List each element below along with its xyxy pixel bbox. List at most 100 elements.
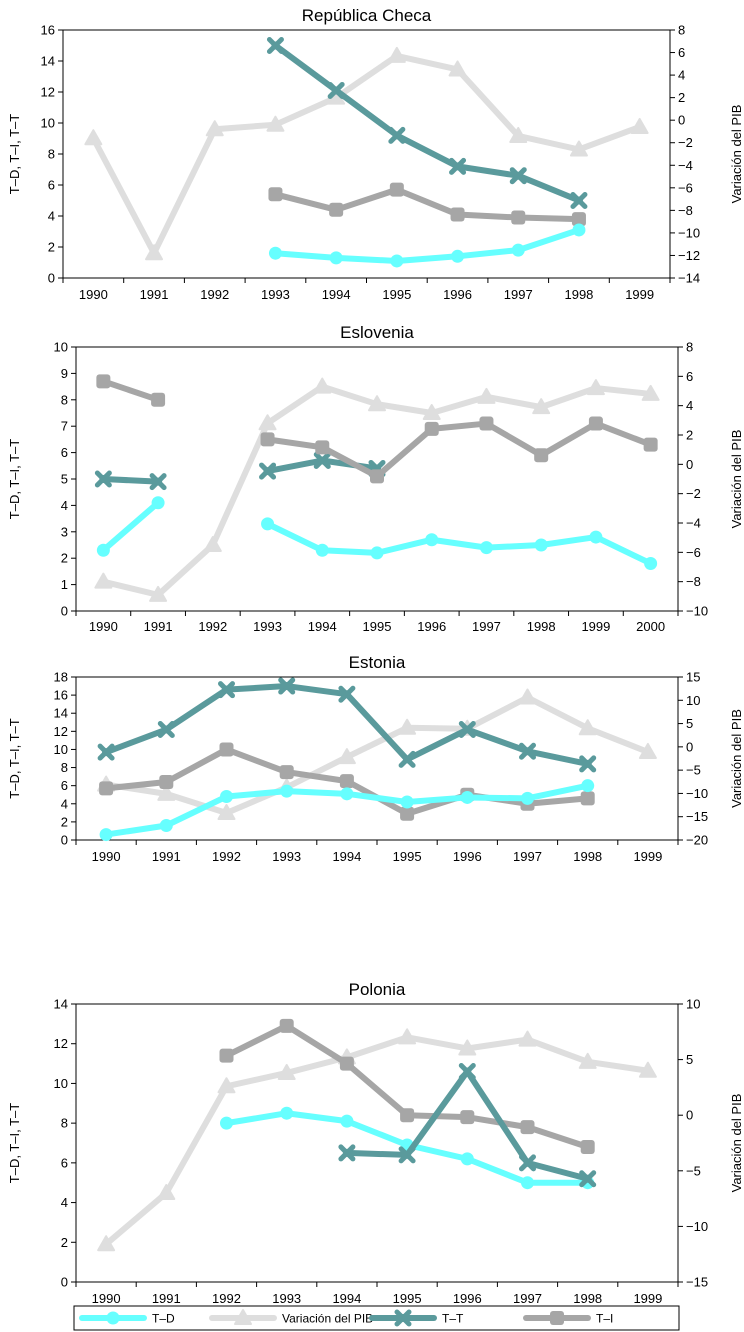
data-point	[387, 46, 406, 63]
legend: T–D Variación del PIB T–T T–I	[73, 1305, 680, 1331]
x-tick-label: 1990	[92, 849, 121, 864]
series-variaci-n-del-pib	[94, 377, 660, 602]
data-point	[580, 1139, 595, 1154]
data-point	[450, 207, 465, 222]
data-point	[389, 182, 404, 197]
legend-item-t-d: T–D	[79, 1311, 175, 1326]
data-point	[279, 765, 294, 780]
x-tick-label: 1995	[382, 287, 411, 302]
data-point	[96, 543, 110, 557]
data-point	[151, 392, 166, 407]
y-tick-label: 10	[41, 116, 55, 131]
x-tick-label: 1996	[453, 849, 482, 864]
data-point	[521, 791, 534, 805]
x-tick-label: 1998	[573, 849, 602, 864]
series-line	[272, 186, 582, 223]
data-point	[424, 421, 439, 436]
series-line	[103, 694, 651, 816]
y-axis-title: T–D, T–I, T–T	[7, 439, 22, 519]
y-tick-label: 4	[61, 796, 68, 811]
data-point	[268, 246, 282, 260]
data-point	[217, 803, 236, 820]
series-t-d	[268, 223, 586, 268]
x-tick-label: 1992	[200, 287, 229, 302]
y-tick-label: 14	[54, 706, 68, 721]
y-tick-label: 6	[61, 778, 68, 793]
x-tick-label: 1999	[625, 287, 654, 302]
y2-tick-label: −8	[686, 574, 701, 589]
chart-polonia: Polonia 0 2 4 6 8 10 12 14 −15 −10 −5 0 5 10 1990 1991 19…	[7, 980, 744, 1306]
y-tick-label: 10	[54, 1076, 68, 1091]
x-tick-label: 1991	[144, 619, 173, 634]
data-point	[460, 1152, 474, 1166]
y-tick-label: 10	[54, 742, 68, 757]
y-tick-label: 3	[61, 524, 68, 539]
y-tick-label: 2	[61, 814, 68, 829]
legend-marker	[106, 1311, 120, 1325]
y-tick-label: 18	[54, 670, 68, 685]
x-tick-label: 1990	[89, 619, 118, 634]
y-tick-label: 8	[61, 760, 68, 775]
data-point	[643, 437, 658, 452]
series-t-i	[268, 182, 586, 227]
series-line	[272, 226, 582, 264]
data-point	[266, 115, 285, 132]
data-point	[398, 718, 417, 735]
y2-tick-label: 8	[686, 340, 693, 355]
data-point	[644, 556, 658, 570]
y2-tick-label: 10	[686, 693, 700, 708]
y-axis-title: T–D, T–I, T–T	[7, 1103, 22, 1183]
y-tick-label: 14	[54, 997, 68, 1012]
data-point	[511, 243, 525, 257]
series-t-t	[94, 452, 386, 491]
data-point	[572, 223, 586, 237]
data-point	[145, 244, 164, 261]
data-point	[159, 775, 174, 790]
data-point	[578, 1052, 597, 1069]
series-t-d	[99, 779, 595, 842]
data-point	[400, 806, 415, 821]
x-tick-label: 1997	[504, 287, 533, 302]
legend-label: T–I	[596, 1312, 613, 1326]
data-point	[277, 1063, 296, 1080]
data-point	[511, 210, 526, 225]
data-point	[458, 1039, 477, 1056]
y-tick-label: 16	[41, 23, 55, 38]
data-point	[448, 60, 467, 77]
y2-axis-title: Variación del PIB	[729, 105, 744, 204]
y2-tick-label: −12	[678, 248, 700, 263]
y2-tick-label: 0	[686, 739, 693, 754]
y-tick-label: 2	[61, 551, 68, 566]
y2-tick-label: 5	[686, 1052, 693, 1067]
y-tick-label: 10	[54, 340, 68, 355]
y-tick-label: 12	[54, 1036, 68, 1051]
x-tick-label: 1997	[513, 1291, 542, 1306]
y-tick-label: 9	[61, 366, 68, 381]
y-tick-label: 6	[48, 178, 55, 193]
series-line	[100, 378, 162, 403]
y2-tick-label: 0	[678, 113, 685, 128]
x-tick-label: 1995	[393, 849, 422, 864]
data-point	[313, 377, 332, 394]
x-tick-label: 1997	[472, 619, 501, 634]
y-axis-title: T–D, T–I, T–T	[7, 114, 22, 194]
x-tick-label: 1996	[443, 287, 472, 302]
data-point	[203, 536, 222, 552]
x-tick-label: 1994	[332, 849, 361, 864]
data-point	[400, 1108, 415, 1123]
data-point	[97, 1235, 116, 1252]
series-t-i	[219, 1018, 595, 1154]
data-point	[641, 384, 660, 401]
legend-item-t-i: T–I	[523, 1311, 613, 1326]
data-point	[280, 784, 294, 798]
data-point	[315, 440, 330, 455]
data-point	[425, 533, 439, 547]
y2-tick-label: 4	[678, 68, 685, 83]
y2-tick-label: 4	[686, 398, 693, 413]
data-point	[279, 1018, 294, 1033]
data-point	[390, 254, 404, 268]
data-point	[518, 1030, 537, 1047]
data-point	[398, 1028, 417, 1045]
data-point	[581, 779, 595, 793]
